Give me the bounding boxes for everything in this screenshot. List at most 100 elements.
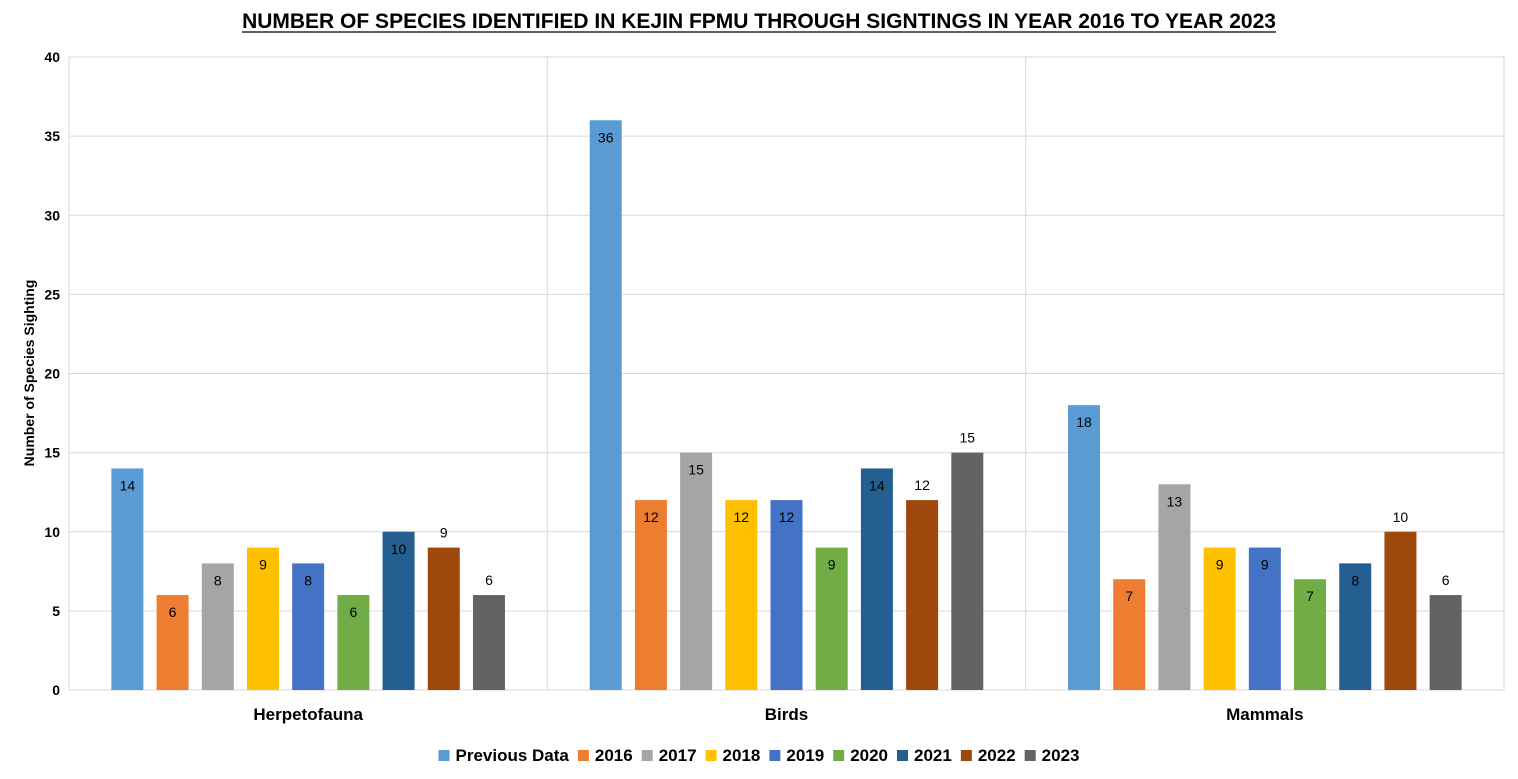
legend-label: 2020: [850, 746, 888, 765]
legend-swatch: [833, 750, 845, 761]
bar: [1294, 579, 1327, 690]
data-label: 8: [1351, 572, 1359, 588]
data-label: 6: [169, 604, 177, 620]
data-label: 7: [1306, 588, 1314, 604]
bar: [1203, 547, 1236, 690]
data-label: 15: [960, 430, 976, 446]
data-label: 9: [440, 525, 448, 541]
legend-item: 2022: [960, 746, 1016, 765]
legend-item: Previous Data: [438, 746, 569, 765]
data-label: 15: [688, 462, 704, 478]
legend-swatch: [641, 750, 653, 761]
bar: [472, 595, 505, 690]
legend-swatch: [1024, 750, 1036, 761]
chart-title: NUMBER OF SPECIES IDENTIFIED IN KEJIN FP…: [242, 10, 1276, 33]
bar: [292, 563, 325, 690]
y-tick-labels: 0 5 10 15 20 25 30 35 40: [44, 49, 60, 698]
legend-swatch: [438, 750, 450, 761]
data-label: 9: [259, 557, 267, 573]
data-label: 9: [1216, 557, 1224, 573]
data-labels: 14 6 8 9 8 6 10 9 6 36 12 15 12 12 9 14 12 15 18 7 13 9 9 7 8 10 6: [120, 129, 1450, 620]
legend-item: 2020: [833, 746, 888, 765]
legend-label: 2023: [1042, 746, 1080, 765]
bar: [1158, 484, 1191, 690]
bar: [815, 547, 848, 690]
legend-item: 2021: [897, 746, 952, 765]
bar: [1068, 405, 1101, 690]
bar: [906, 500, 939, 690]
bar: [634, 500, 667, 690]
legend-swatch: [897, 750, 909, 761]
data-label: 12: [779, 509, 795, 525]
y-tick-label: 35: [44, 128, 60, 144]
legend-label: 2016: [595, 746, 633, 765]
data-label: 10: [391, 541, 407, 557]
y-axis-label: Number of Species Sighting: [21, 280, 37, 467]
data-label: 14: [869, 477, 885, 493]
bar: [1113, 579, 1146, 690]
legend-swatch: [960, 750, 972, 761]
legend-item: 2016: [577, 746, 633, 765]
data-label: 12: [914, 477, 930, 493]
data-label: 9: [1261, 557, 1269, 573]
bars: [111, 120, 1462, 691]
category-labels: Herpetofauna Birds Mammals: [253, 705, 1303, 724]
y-tick-label: 5: [52, 603, 60, 619]
legend-item: 2019: [769, 746, 824, 765]
bar: [680, 452, 713, 690]
bar: [589, 120, 622, 691]
legend-label: 2021: [914, 746, 952, 765]
legend-item: 2023: [1024, 746, 1080, 765]
data-label: 12: [734, 509, 750, 525]
data-label: 8: [304, 572, 312, 588]
data-label: 9: [828, 557, 836, 573]
bar: [1339, 563, 1372, 690]
data-label: 7: [1125, 588, 1133, 604]
category-label: Mammals: [1226, 705, 1303, 724]
bar: [337, 595, 370, 690]
category-label: Birds: [765, 705, 808, 724]
y-tick-label: 25: [44, 286, 60, 302]
bar: [1429, 595, 1462, 690]
category-label: Herpetofauna: [253, 705, 363, 724]
y-tick-label: 20: [44, 366, 60, 382]
data-label: 6: [349, 604, 357, 620]
data-label: 12: [643, 509, 659, 525]
legend-label: 2018: [723, 746, 761, 765]
y-tick-label: 0: [52, 682, 60, 698]
bar: [951, 452, 984, 690]
legend-label: 2019: [786, 746, 824, 765]
y-tick-label: 15: [44, 445, 60, 461]
data-label: 10: [1393, 509, 1409, 525]
data-label: 6: [1442, 572, 1450, 588]
bar: [1248, 547, 1281, 690]
bar: [156, 595, 189, 690]
data-label: 14: [120, 477, 136, 493]
data-label: 8: [214, 572, 222, 588]
legend-item: 2017: [641, 746, 697, 765]
bar: [770, 500, 803, 690]
y-tick-label: 10: [44, 524, 60, 540]
legend: Previous Data 2016 2017 2018 2019 2020 2021 202…: [438, 746, 1080, 765]
bar: [1384, 531, 1417, 690]
data-label: 6: [485, 572, 493, 588]
bar: [860, 468, 893, 690]
bar: [111, 468, 144, 690]
y-tick-label: 40: [44, 49, 60, 65]
bar: [725, 500, 758, 690]
data-label: 18: [1076, 414, 1092, 430]
data-label: 36: [598, 129, 614, 145]
legend-swatch: [577, 750, 589, 761]
legend-label: 2017: [659, 746, 697, 765]
legend-swatch: [705, 750, 717, 761]
bar: [427, 547, 460, 690]
bar: [382, 531, 415, 690]
legend-swatch: [769, 750, 781, 761]
bar: [201, 563, 234, 690]
data-label: 13: [1167, 493, 1183, 509]
legend-item: 2018: [705, 746, 761, 765]
legend-label: Previous Data: [455, 746, 569, 765]
legend-label: 2022: [978, 746, 1016, 765]
y-tick-label: 30: [44, 207, 60, 223]
